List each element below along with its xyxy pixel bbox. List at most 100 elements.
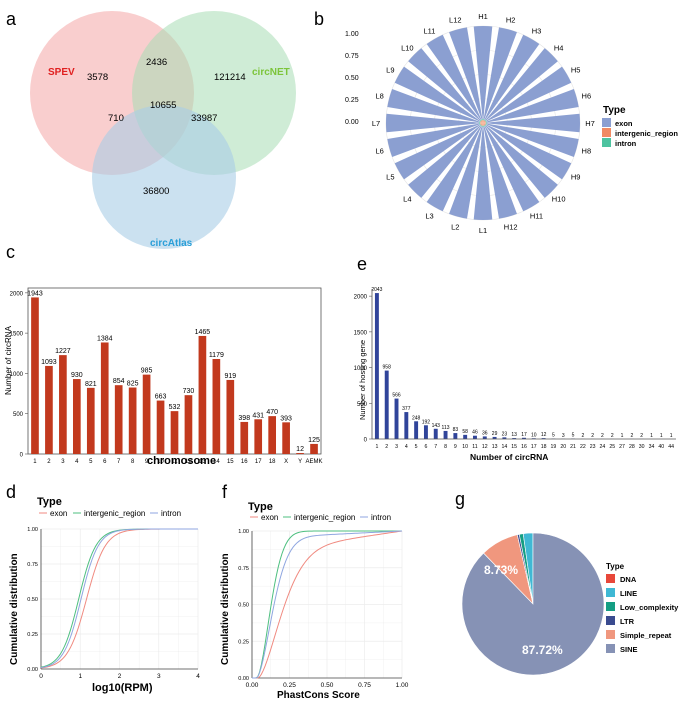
polar-bar-H5-exon: [486, 66, 572, 122]
x-tick-label: 40: [658, 444, 664, 450]
bar-3: [59, 355, 67, 454]
bar-value-label: 3: [562, 433, 565, 439]
polar-category-label: H2: [506, 16, 516, 25]
x-tick-label: 0.75: [358, 682, 371, 689]
x-tick-label: 25: [609, 444, 615, 450]
bar-4: [404, 412, 409, 439]
polar-bar-L9-intron: [479, 120, 481, 122]
polar-bar-L7-intron: [479, 122, 481, 124]
repeat-type-pie-chart: [461, 532, 605, 676]
y-tick-label: 1.00: [27, 527, 38, 533]
plot-area: [372, 289, 676, 439]
x-tick-label: 22: [580, 444, 586, 450]
polar-bar-H3-intergenic_region: [483, 120, 485, 123]
x-tick-label: 7: [434, 444, 437, 450]
pie-legend-line: LINE: [620, 589, 637, 598]
y-tick-label: 1.00: [238, 529, 249, 535]
bar-9: [142, 374, 151, 454]
polar-bar-H12-intron: [483, 125, 485, 127]
bar-value-label: 985: [141, 368, 153, 375]
e-xlabel: Number of circRNA: [470, 452, 548, 462]
bar-5: [86, 387, 95, 454]
polar-bar-L5-exon: [394, 124, 480, 180]
bar-value-label: 1: [621, 433, 624, 439]
venn-value-spev-circnet: 2436: [146, 57, 167, 68]
x-tick-label: 21: [570, 444, 576, 450]
polar-category-label: L12: [449, 16, 462, 25]
polar-category-label: H12: [504, 222, 518, 231]
y-tick-label: 500: [13, 412, 24, 418]
cdf-line-intron: [252, 530, 403, 679]
x-tick-label: 9: [145, 459, 149, 465]
polar-bar-H8-intron: [485, 123, 487, 125]
x-tick-label: 0.50: [321, 682, 334, 689]
bar-value-label: 393: [280, 415, 292, 422]
polar-category-label: H8: [582, 147, 592, 156]
bar-4: [72, 379, 81, 454]
bar-value-label: 1: [670, 433, 673, 439]
x-tick-label: 1: [33, 459, 37, 465]
polar-bar-H9-exon: [486, 124, 572, 180]
bar-value-label: 377: [402, 406, 411, 412]
polar-bar-L3-intron: [480, 125, 482, 127]
bar-value-label: 58: [462, 429, 468, 435]
x-tick-label: 17: [531, 444, 537, 450]
polar-bar-L5-intergenic_region: [480, 123, 483, 125]
polar-bar-L11-intergenic_region: [481, 120, 483, 123]
bar-value-label: 2: [611, 433, 614, 439]
legend-swatch-intron: [602, 138, 611, 147]
d-xlabel: log10(RPM): [92, 682, 153, 694]
polar-category-label: H5: [571, 66, 581, 75]
bar-11: [170, 411, 179, 454]
polar-category-label: L1: [479, 226, 487, 235]
f-legend-exon: exon: [261, 513, 278, 522]
venn-value-all: 10655: [150, 100, 176, 111]
polar-bar-H5-intron: [485, 120, 487, 122]
polar-category-label: H9: [571, 173, 581, 182]
d-legend-title: Type: [37, 496, 62, 508]
polar-bar-H2-intergenic_region: [483, 120, 485, 123]
pie-legend-low-complexity: Low_complexity: [620, 603, 679, 612]
bar-value-label: 113: [442, 425, 450, 431]
venn-diagram: SPEV circNET circAtlas 3578 121214 2436 …: [30, 11, 296, 249]
x-tick-label: 19: [551, 444, 557, 450]
pie-swatch-low-complexity: [606, 602, 615, 611]
polar-category-label: H3: [532, 26, 542, 35]
bar-10: [463, 434, 468, 439]
polar-tick: 1.00: [345, 31, 359, 38]
bar-Y: [296, 453, 304, 454]
x-tick-label: 20: [560, 444, 566, 450]
polar-category-label: H11: [530, 212, 543, 221]
bar-value-label: 1227: [55, 348, 71, 355]
polar-bar-L3-exon: [426, 126, 482, 212]
f-legend-intron: intron: [371, 513, 391, 522]
bar-15: [226, 379, 235, 454]
polar-bar-L4-intergenic_region: [480, 123, 483, 126]
d-ylabel: Cumulative distribution: [9, 553, 20, 665]
x-tick-label: 0: [39, 673, 43, 680]
polar-bar-L12-exon: [449, 27, 483, 120]
bar-value-label: 29: [492, 431, 498, 437]
polar-bar-H10-exon: [485, 125, 558, 198]
x-tick-label: 5: [415, 444, 418, 450]
bar-value-label: 2: [630, 433, 633, 439]
x-tick-label: 24: [600, 444, 606, 450]
y-tick-label: 0.25: [27, 632, 38, 638]
polar-bar-H8-exon: [486, 123, 579, 157]
x-tick-label: 2: [47, 459, 51, 465]
polar-bar-L10-intron: [480, 120, 482, 122]
bar-value-label: 17: [521, 432, 527, 438]
bar-3: [394, 398, 399, 439]
x-tick-label: Y: [298, 459, 302, 465]
polar-bar-H2-exon: [483, 27, 517, 120]
polar-bar-H7-exon: [486, 113, 581, 133]
polar-category-label: L9: [386, 66, 394, 75]
polar-category-label: L6: [375, 147, 383, 156]
bar-18: [541, 438, 546, 439]
d-legend-intergenic: intergenic_region: [84, 509, 145, 518]
x-tick-label: 34: [649, 444, 655, 450]
venn-value-spev-circatlas: 710: [108, 113, 124, 124]
polar-bar-L4-exon: [408, 125, 481, 198]
bar-value-label: 919: [224, 373, 236, 380]
